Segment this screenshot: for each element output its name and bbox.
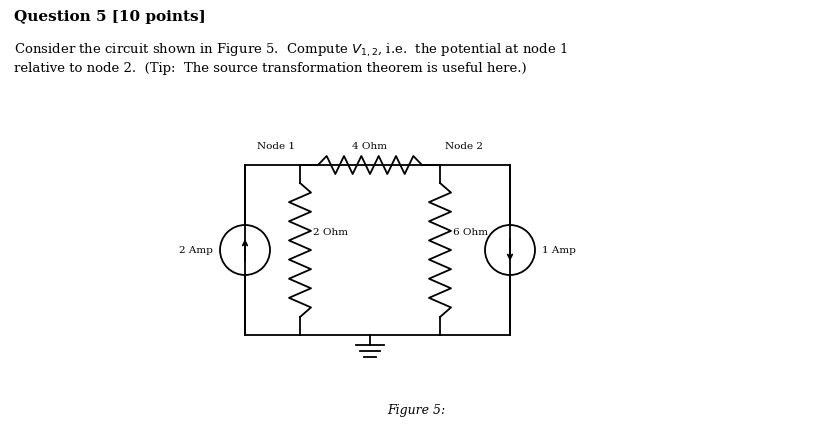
Text: 6 Ohm: 6 Ohm — [453, 227, 488, 237]
Text: 4 Ohm: 4 Ohm — [353, 142, 388, 151]
Text: 1 Amp: 1 Amp — [542, 246, 576, 254]
Text: 2 Amp: 2 Amp — [179, 246, 213, 254]
Text: Node 2: Node 2 — [445, 142, 483, 151]
Text: 2 Ohm: 2 Ohm — [313, 227, 348, 237]
Text: Node 1: Node 1 — [257, 142, 295, 151]
Text: Consider the circuit shown in Figure 5.  Compute $V_{1,2}$, i.e.  the potential : Consider the circuit shown in Figure 5. … — [14, 42, 567, 59]
Text: relative to node 2.  (Tip:  The source transformation theorem is useful here.): relative to node 2. (Tip: The source tra… — [14, 62, 527, 75]
Text: Figure 5:: Figure 5: — [387, 404, 445, 416]
Text: Question 5 [10 points]: Question 5 [10 points] — [14, 10, 206, 24]
